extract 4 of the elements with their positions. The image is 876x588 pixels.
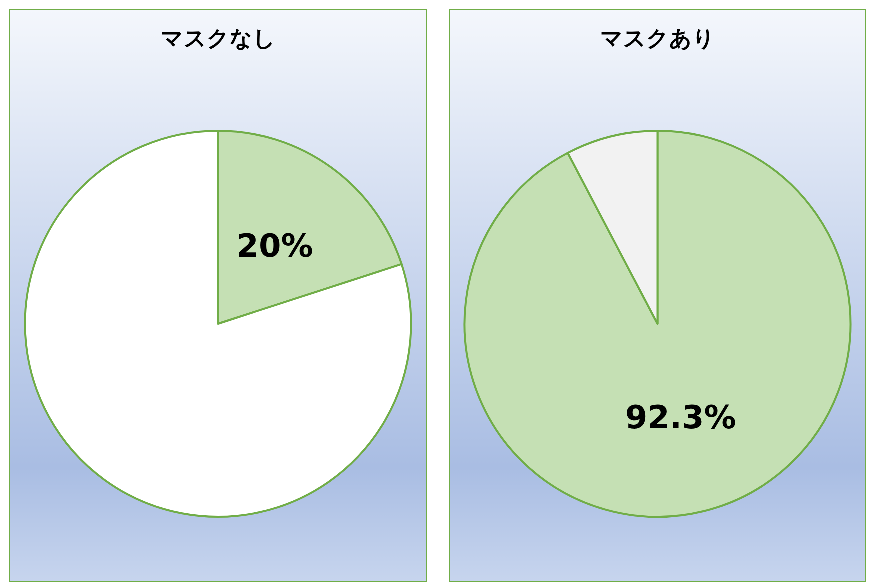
chart-title: マスクあり	[600, 27, 716, 52]
chart-title: マスクなし	[160, 27, 276, 52]
data-label: 92.3%	[625, 398, 736, 437]
data-label: 20%	[236, 226, 314, 265]
